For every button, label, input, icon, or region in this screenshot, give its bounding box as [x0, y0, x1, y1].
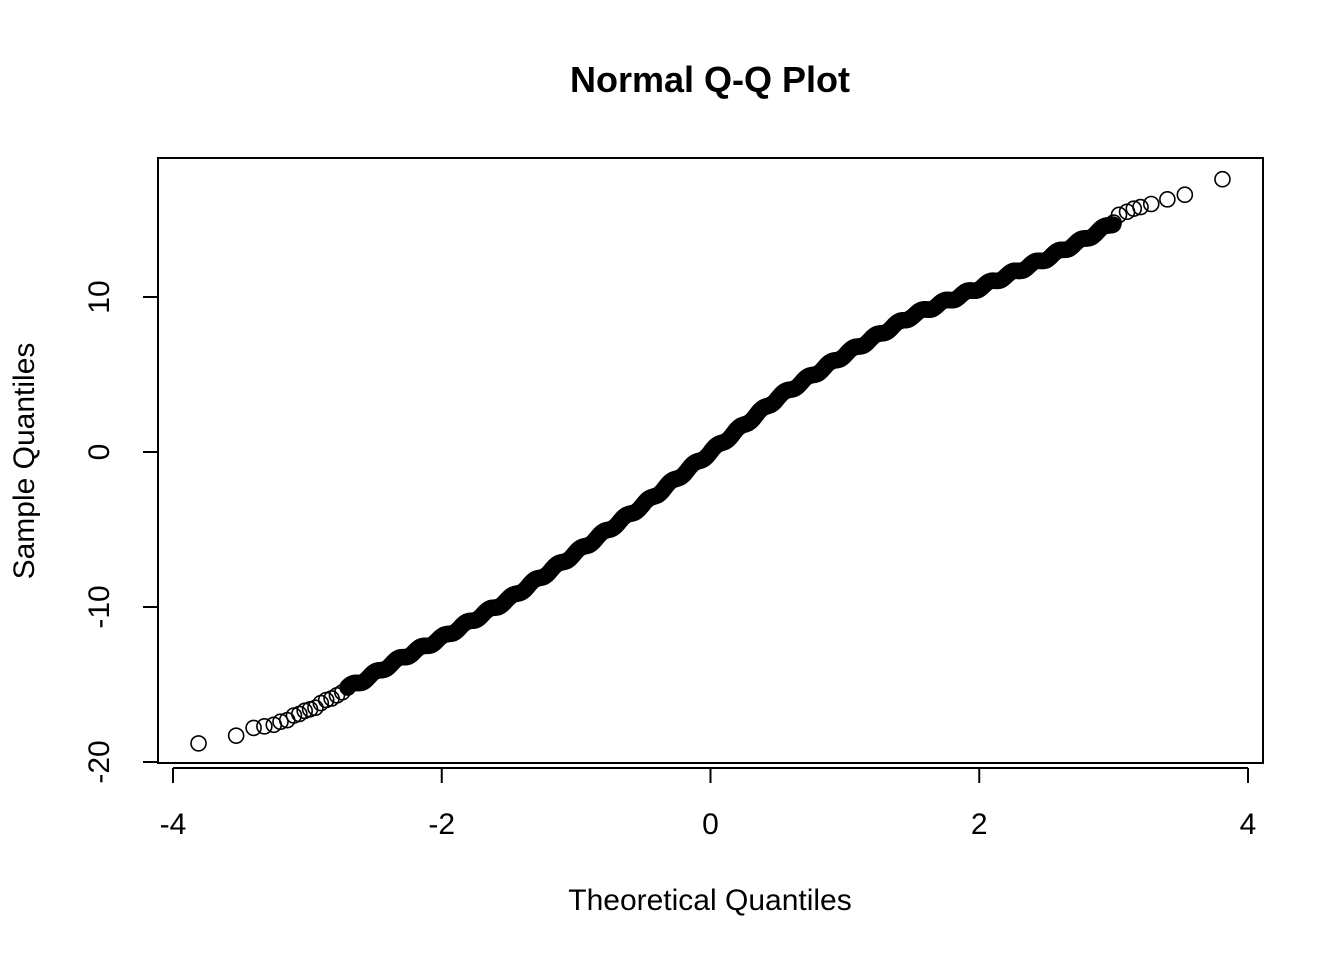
x-tick-label: 4: [1240, 808, 1257, 841]
y-axis-label: Sample Quantiles: [8, 343, 41, 580]
data-point: [1132, 198, 1149, 216]
x-tick-label: 0: [702, 808, 719, 841]
data-point: [190, 735, 207, 752]
y-tick-label: 10: [83, 280, 116, 313]
data-point: [1176, 186, 1194, 203]
data-point: [256, 718, 273, 735]
y-tick-label: 0: [83, 444, 116, 461]
data-point: [272, 713, 289, 731]
data-point: [245, 719, 262, 737]
data-point: [339, 679, 356, 696]
data-point: [1142, 195, 1160, 213]
data-point: [1159, 191, 1176, 208]
data-point: [334, 683, 351, 701]
y-tick-label: -20: [83, 740, 116, 783]
data-point: [1125, 200, 1143, 217]
x-tick-label: -2: [428, 808, 455, 841]
y-axis: -20 -10 0 10: [83, 280, 159, 784]
chart-title: Normal Q-Q Plot: [570, 59, 850, 100]
data-point: [227, 727, 245, 744]
data-point: [1214, 170, 1231, 188]
x-axis: -4 -2 0 2 4: [160, 767, 1257, 841]
x-tick-label: 2: [971, 808, 988, 841]
y-tick-label: -10: [83, 585, 116, 628]
data-points: [190, 170, 1231, 752]
data-point: [1110, 206, 1128, 224]
data-point: [307, 699, 324, 717]
x-tick-label: -4: [160, 808, 187, 841]
x-axis-label: Theoretical Quantiles: [568, 884, 851, 917]
